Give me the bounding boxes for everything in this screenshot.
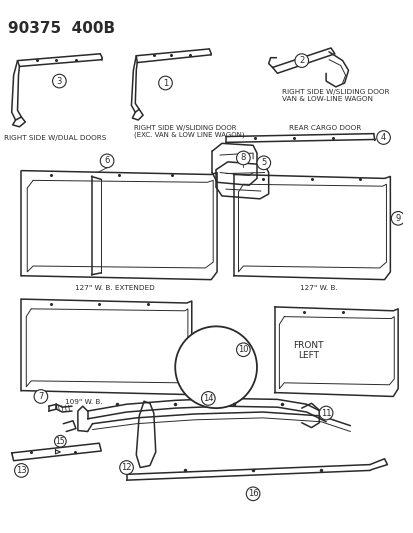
Text: 3: 3 [57, 77, 62, 86]
Circle shape [14, 464, 28, 477]
Text: 127" W. B.: 127" W. B. [299, 285, 337, 290]
Circle shape [236, 151, 249, 165]
Circle shape [34, 390, 47, 403]
Text: 16: 16 [247, 489, 258, 498]
Text: FRONT
LEFT: FRONT LEFT [293, 341, 323, 360]
Text: 6: 6 [104, 156, 109, 165]
Circle shape [318, 406, 332, 420]
Text: RIGHT SIDE W/DUAL DOORS: RIGHT SIDE W/DUAL DOORS [4, 135, 106, 141]
Circle shape [246, 487, 259, 500]
Circle shape [100, 154, 114, 168]
Circle shape [55, 435, 66, 447]
Text: 2: 2 [299, 56, 304, 65]
Text: 13: 13 [16, 466, 27, 475]
Text: 10: 10 [237, 345, 248, 354]
Circle shape [158, 76, 172, 90]
Text: 4: 4 [380, 133, 385, 142]
Text: 12: 12 [121, 463, 131, 472]
Circle shape [294, 54, 308, 68]
Text: RIGHT SIDE W/SLIDING DOOR
(EXC. VAN & LOW LINE WAGON): RIGHT SIDE W/SLIDING DOOR (EXC. VAN & LO… [134, 125, 244, 139]
Circle shape [201, 392, 215, 405]
Circle shape [256, 156, 270, 169]
Text: 14: 14 [203, 394, 213, 403]
Text: 7: 7 [38, 392, 43, 401]
Text: 109" W. B.: 109" W. B. [65, 399, 102, 406]
Text: REAR CARGO DOOR: REAR CARGO DOOR [288, 125, 361, 131]
Text: 1: 1 [162, 78, 168, 87]
Text: 9: 9 [394, 214, 400, 223]
Text: 11: 11 [320, 408, 330, 417]
Text: 8: 8 [240, 154, 245, 163]
Text: 127" W. B. EXTENDED: 127" W. B. EXTENDED [75, 285, 154, 290]
Circle shape [390, 212, 404, 225]
Circle shape [119, 461, 133, 474]
Circle shape [175, 326, 256, 408]
Text: 5: 5 [261, 158, 266, 167]
Text: 15: 15 [55, 437, 65, 446]
Text: 90375  400B: 90375 400B [8, 21, 115, 36]
Circle shape [52, 74, 66, 88]
Circle shape [236, 343, 249, 357]
Circle shape [376, 131, 389, 144]
Text: RIGHT SIDE W/SLIDING DOOR
VAN & LOW-LINE WAGON: RIGHT SIDE W/SLIDING DOOR VAN & LOW-LINE… [282, 89, 389, 102]
